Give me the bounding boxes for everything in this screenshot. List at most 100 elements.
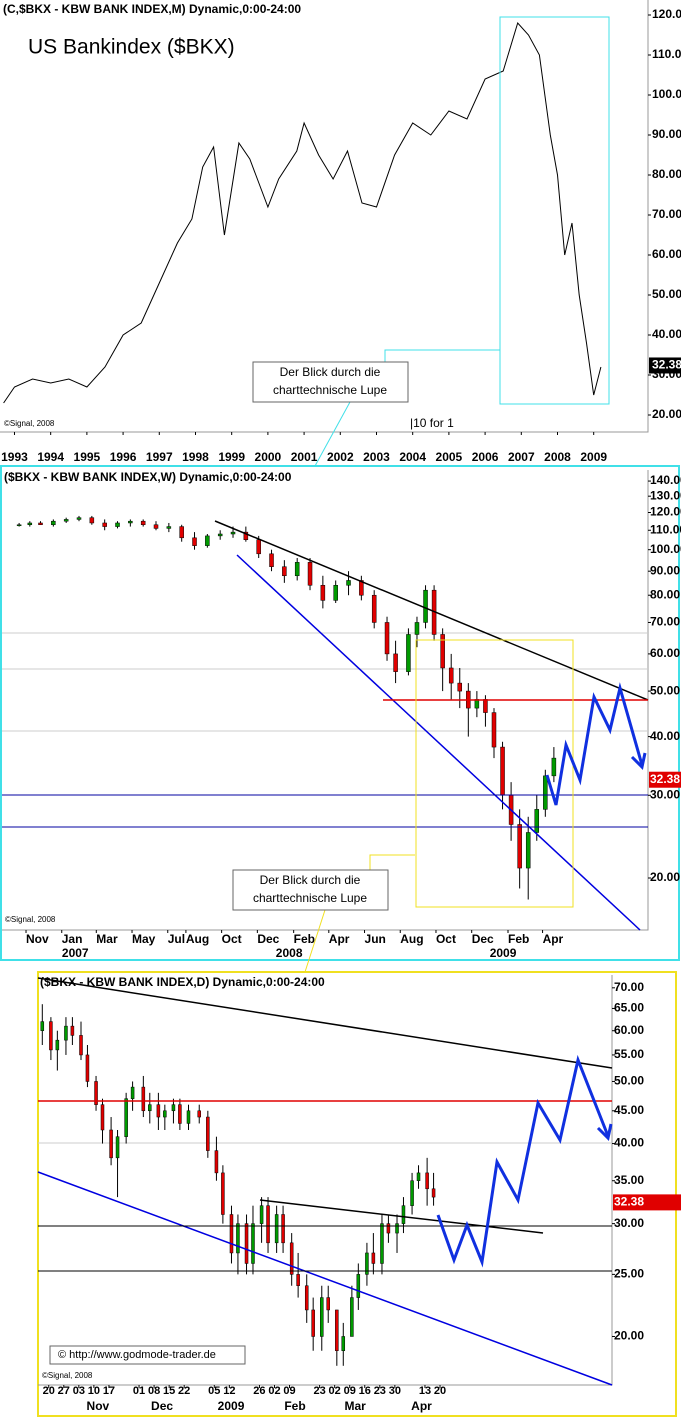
candle-body: [320, 1297, 324, 1337]
y-tick-label: 25.00: [614, 1267, 644, 1281]
candle-body: [416, 1172, 421, 1181]
candle-body: [79, 1035, 83, 1056]
candle-body: [380, 1223, 384, 1264]
x-tick-label: Mar: [96, 932, 118, 946]
x-tick-label: 17: [103, 1385, 115, 1397]
candle-body: [124, 1098, 128, 1137]
callout-line: charttechnische Lupe: [273, 383, 387, 397]
callout-line: Der Blick durch die: [280, 365, 381, 379]
x-tick-label: 2005: [436, 450, 463, 464]
x-tick-label: Jun: [365, 932, 386, 946]
x-tick-label: 2007: [508, 450, 535, 464]
candle-body: [423, 589, 428, 623]
candle-body: [269, 553, 274, 567]
y-tick-label: 30.00: [650, 787, 680, 801]
x-tick-label: 13: [419, 1385, 431, 1397]
annotations: [2, 16, 649, 1386]
projection-arrow: [596, 1123, 613, 1142]
candle-body: [406, 634, 411, 672]
y-tick-label: 50.00: [650, 683, 680, 697]
x-tick-label: Jul: [168, 932, 185, 946]
x-tick-label: 27: [58, 1385, 70, 1397]
projection: [436, 1054, 610, 1268]
callout-line: Der Blick durch die: [260, 873, 361, 887]
candle-body: [296, 1274, 300, 1286]
x-tick-label: 10: [88, 1385, 100, 1397]
chart-title: ($BKX - KBW BANK INDEX,D) Dynamic,0:00-2…: [40, 975, 325, 989]
panel-3-axes: [38, 975, 613, 1386]
x-tick-label: 16: [359, 1385, 371, 1397]
resistance-trendline: [37, 977, 613, 1069]
y-tick-label: 60.00: [652, 247, 681, 261]
candle-body: [63, 519, 69, 522]
y-tick-label: 120.00: [652, 7, 681, 21]
x-tick-label: 26: [253, 1385, 265, 1397]
last-value-box: [613, 1194, 681, 1211]
x-major-label: Apr: [411, 1399, 432, 1413]
candle-body: [64, 1025, 68, 1041]
y-tick-label: 50.00: [614, 1074, 644, 1088]
y-tick-label: 110.00: [650, 522, 681, 536]
x-tick-label: 22: [178, 1385, 190, 1397]
y-tick-label: 50.00: [652, 287, 681, 301]
y-tick-label: 20.00: [614, 1329, 644, 1343]
panel-3-frame: [37, 971, 677, 1417]
candle-body: [448, 667, 454, 684]
x-tick-label: 02: [329, 1385, 341, 1397]
x-tick-label: 09: [344, 1385, 356, 1397]
x-tick-label: 23: [374, 1385, 386, 1397]
x-tick-label: 02: [268, 1385, 280, 1397]
x-tick-label: 1998: [182, 450, 209, 464]
callout-box: [252, 361, 409, 403]
candle-body: [38, 522, 43, 526]
candle-body: [294, 562, 300, 577]
candle-body: [130, 1086, 135, 1099]
candle-body: [40, 1021, 45, 1031]
candle-body: [371, 1252, 376, 1264]
candle-body: [333, 585, 338, 601]
x-tick-label: 2002: [327, 450, 354, 464]
candle-body: [410, 1180, 414, 1206]
projection-arrow: [630, 752, 647, 771]
candle-body: [206, 1116, 210, 1151]
candle-body: [153, 524, 159, 529]
copyright: ©Signal, 2008: [42, 1371, 93, 1380]
candle-body: [140, 520, 146, 526]
x-tick-label: 1997: [146, 450, 173, 464]
candle-body: [256, 539, 261, 555]
x-tick-label: 2000: [255, 450, 282, 464]
candle-body: [281, 1214, 285, 1244]
copyright: ©Signal, 2008: [5, 915, 56, 924]
x-tick-label: 2009: [580, 450, 607, 464]
candle-body: [51, 520, 56, 526]
x-major-label: 2007: [62, 946, 89, 960]
y-tick-label: 110.00: [652, 47, 681, 61]
candle-body: [274, 1214, 279, 1244]
x-tick-label: 1994: [37, 450, 64, 464]
y-tick-label: 60.00: [614, 1023, 644, 1037]
x-major-label: Nov: [87, 1399, 110, 1413]
x-tick-label: 03: [73, 1385, 85, 1397]
candle-body: [49, 1021, 53, 1051]
x-major-label: 2009: [218, 1399, 245, 1413]
candle-body: [304, 1285, 309, 1311]
last-value-label: 32.38: [614, 1195, 644, 1209]
x-tick-label: Oct: [436, 932, 456, 946]
candle-body: [230, 531, 236, 535]
resistance-trendline: [214, 520, 649, 701]
y-tick-label: 45.00: [614, 1103, 644, 1117]
x-tick-label: 12: [223, 1385, 235, 1397]
x-tick-label: 01: [133, 1385, 145, 1397]
candle-body: [282, 566, 287, 577]
candle-body: [179, 526, 184, 539]
x-tick-label: Oct: [222, 932, 242, 946]
candle-body: [517, 824, 522, 869]
headline: US Bankindex ($BKX): [28, 36, 235, 59]
copyright: ©Signal, 2008: [4, 419, 55, 428]
zoom-box: [415, 639, 574, 908]
y-tick-label: 60.00: [650, 646, 680, 660]
candle-body: [395, 1223, 399, 1234]
x-tick-label: Dec: [472, 932, 494, 946]
